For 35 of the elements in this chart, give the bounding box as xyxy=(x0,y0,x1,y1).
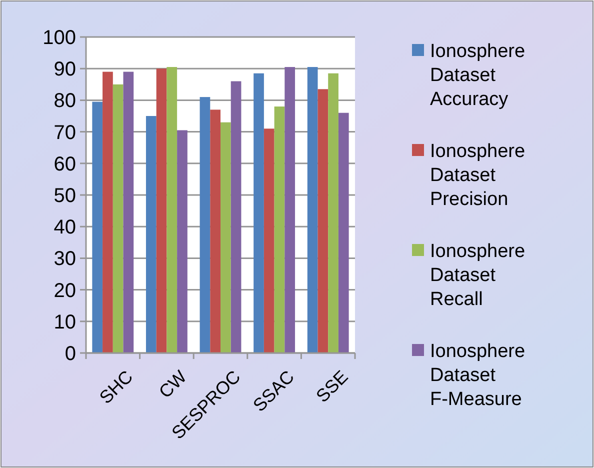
bar xyxy=(146,116,156,353)
bar xyxy=(156,68,167,353)
legend-label: Ionosphere Dataset Accuracy xyxy=(430,41,526,110)
bar xyxy=(328,73,338,353)
bar xyxy=(338,112,349,353)
bar xyxy=(200,97,210,353)
y-tick-label: 60 xyxy=(54,153,76,176)
y-tick-label: 40 xyxy=(54,216,76,239)
y-tick-label: 30 xyxy=(54,248,76,270)
y-tick-label: 10 xyxy=(54,311,76,334)
y-tick-label: 100 xyxy=(42,27,76,49)
bar xyxy=(254,73,264,353)
y-tick-label: 20 xyxy=(54,280,76,302)
bar xyxy=(112,84,124,353)
bar xyxy=(307,67,318,353)
bar xyxy=(230,81,242,353)
y-tick-label: 0 xyxy=(64,343,76,365)
bar xyxy=(318,89,328,353)
bar xyxy=(102,72,113,353)
bar xyxy=(220,122,231,353)
bar xyxy=(123,72,134,353)
y-tick-label: 50 xyxy=(54,185,76,207)
bar xyxy=(92,102,103,353)
legend-label: Ionosphere Dataset Recall xyxy=(430,241,526,310)
bar xyxy=(264,128,274,353)
bar xyxy=(274,106,285,353)
bar xyxy=(166,67,178,353)
legend-label: Ionosphere Dataset Precision xyxy=(430,141,526,210)
y-tick-label: 80 xyxy=(54,90,76,112)
legend-label: Ionosphere Dataset F-Measure xyxy=(430,341,526,410)
y-tick-label: 70 xyxy=(54,122,76,144)
y-tick-label: 90 xyxy=(54,58,76,81)
bar xyxy=(177,130,188,353)
bar xyxy=(210,110,220,353)
bar xyxy=(284,67,296,353)
